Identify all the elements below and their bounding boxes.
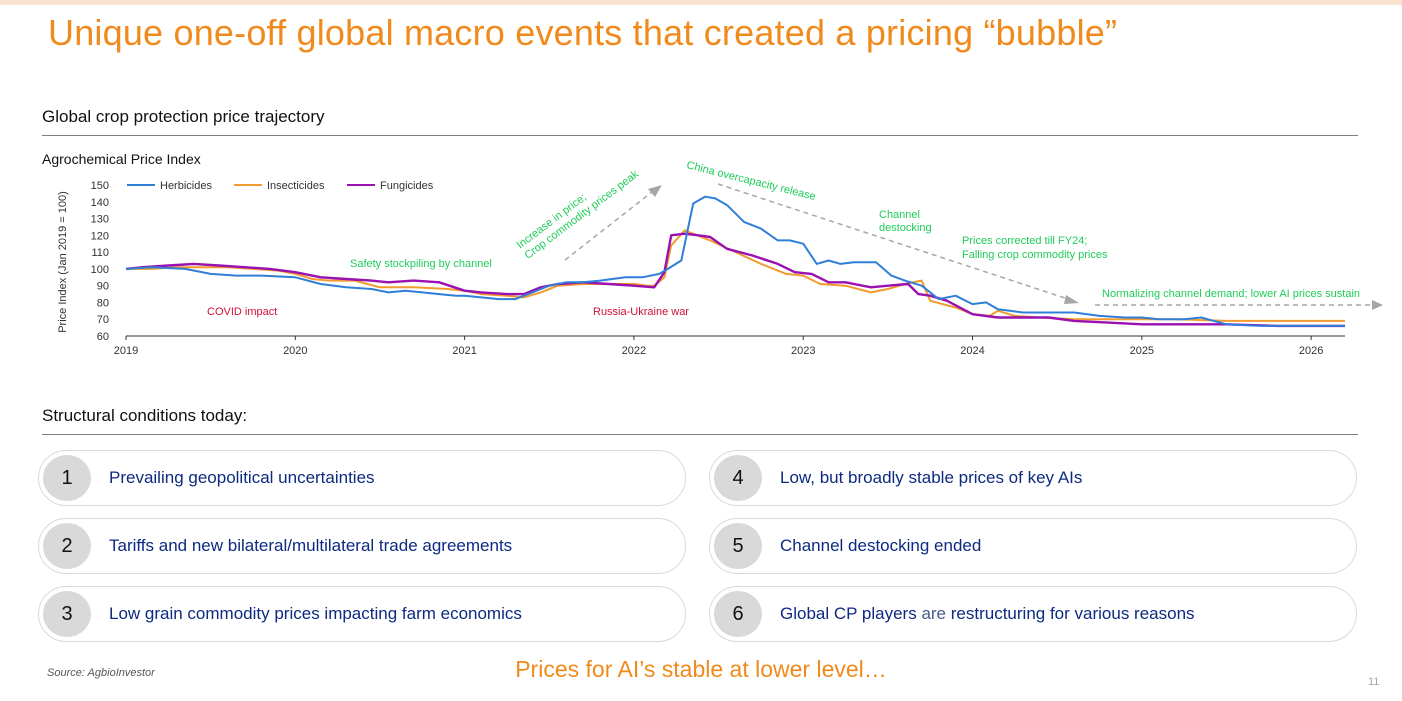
series-line-insecticides <box>126 229 1345 322</box>
annotation-stockpiling: Safety stockpiling by channel <box>350 258 492 270</box>
arrow-head-decline <box>1064 295 1079 304</box>
condition-number: 2 <box>43 523 91 569</box>
condition-card-2: 2 Tariffs and new bilateral/multilateral… <box>38 518 686 574</box>
condition-card-1: 1 Prevailing geopolitical uncertainties <box>38 450 686 506</box>
x-tick-label: 2019 <box>114 345 138 357</box>
annotation-russia-ukraine: Russia-Ukraine war <box>593 306 689 318</box>
top-accent-bar <box>0 0 1402 5</box>
arrow-head-normalizing <box>1372 300 1383 310</box>
tagline: Prices for AI’s stable at lower level… <box>515 656 887 682</box>
condition-text: Low, but broadly stable prices of key AI… <box>780 468 1083 487</box>
chart-section-title: Global crop protection price trajectory <box>42 107 325 126</box>
legend-label-herbicides: Herbicides <box>160 180 212 192</box>
conditions-divider <box>42 434 1358 435</box>
x-tick-label: 2024 <box>960 345 984 357</box>
condition-text: Prevailing geopolitical uncertainties <box>109 468 375 487</box>
y-tick-label: 150 <box>91 180 109 192</box>
chart-title: Agrochemical Price Index <box>42 151 201 167</box>
annotation-corrected-2: Falling crop commodity prices <box>962 249 1108 261</box>
y-tick-label: 90 <box>97 281 109 293</box>
condition-text: Global CP players are restructuring for … <box>780 587 1195 641</box>
source-note: Source: AgbioInvestor <box>47 667 155 679</box>
y-tick-label: 120 <box>91 230 109 242</box>
condition-card-4: 4 Low, but broadly stable prices of key … <box>709 450 1357 506</box>
condition-text-c: restructuring for various reasons <box>950 604 1195 623</box>
price-chart: Agrochemical Price Index Herbicides Inse… <box>0 140 1402 370</box>
condition-card-6: 6 Global CP players are restructuring fo… <box>709 586 1357 642</box>
y-tick-label: 140 <box>91 197 109 209</box>
y-tick-label: 80 <box>97 297 109 309</box>
series-line-herbicides <box>125 195 1345 327</box>
condition-text: Low grain commodity prices impacting far… <box>109 604 522 623</box>
y-tick-label: 110 <box>91 247 109 259</box>
condition-text-b: are <box>921 604 947 623</box>
condition-text: Tariffs and new bilateral/multilateral t… <box>109 536 513 555</box>
condition-number: 4 <box>714 455 762 501</box>
legend-label-fungicides: Fungicides <box>380 180 434 192</box>
chart-canvas: Herbicides Insecticides Fungicides Price… <box>57 159 1383 357</box>
series-line-fungicides <box>125 232 1345 328</box>
condition-text: Channel destocking ended <box>780 536 982 555</box>
x-tick-label: 2021 <box>452 345 476 357</box>
x-tick-label: 2025 <box>1130 345 1154 357</box>
annotation-arrows <box>564 183 1383 310</box>
arrow-increase <box>564 191 653 261</box>
arrow-decline <box>717 183 1069 300</box>
condition-number: 6 <box>714 591 762 637</box>
condition-number: 3 <box>43 591 91 637</box>
condition-number: 5 <box>714 523 762 569</box>
annotation-channel-1: Channel <box>879 209 920 221</box>
y-tick-label: 70 <box>97 314 109 326</box>
page-number: 11 <box>1368 676 1380 688</box>
x-tick-label: 2023 <box>791 345 815 357</box>
chart-legend: Herbicides Insecticides Fungicides <box>127 180 434 192</box>
x-tick-label: 2020 <box>283 345 307 357</box>
condition-number: 1 <box>43 455 91 501</box>
y-axis-label: Price Index (Jan 2019 = 100) <box>57 191 69 333</box>
condition-text-a: Global CP players <box>780 604 917 623</box>
page-title: Unique one-off global macro events that … <box>48 12 1118 53</box>
condition-card-3: 3 Low grain commodity prices impacting f… <box>38 586 686 642</box>
annotation-corrected-1: Prices corrected till FY24; <box>962 235 1087 247</box>
x-tick-label: 2022 <box>622 345 646 357</box>
arrow-head-increase <box>648 185 662 197</box>
y-tick-label: 60 <box>97 331 109 343</box>
condition-card-5: 5 Channel destocking ended <box>709 518 1357 574</box>
x-tick-label: 2026 <box>1299 345 1323 357</box>
y-tick-label: 130 <box>91 214 109 226</box>
conditions-title: Structural conditions today: <box>42 406 248 425</box>
series-lines <box>125 195 1345 328</box>
y-axis-ticks: 60 70 80 90 100 110 120 130 140 150 <box>91 180 109 343</box>
annotation-covid: COVID impact <box>207 306 277 318</box>
annotation-normalizing: Normalizing channel demand; lower AI pri… <box>1102 288 1360 300</box>
y-tick-label: 100 <box>91 264 109 276</box>
section-divider <box>42 135 1358 136</box>
legend-label-insecticides: Insecticides <box>267 180 325 192</box>
x-axis-ticks: 2019 2020 2021 2022 2023 2024 2025 2026 <box>114 336 1323 357</box>
annotation-channel-2: destocking <box>879 222 932 234</box>
